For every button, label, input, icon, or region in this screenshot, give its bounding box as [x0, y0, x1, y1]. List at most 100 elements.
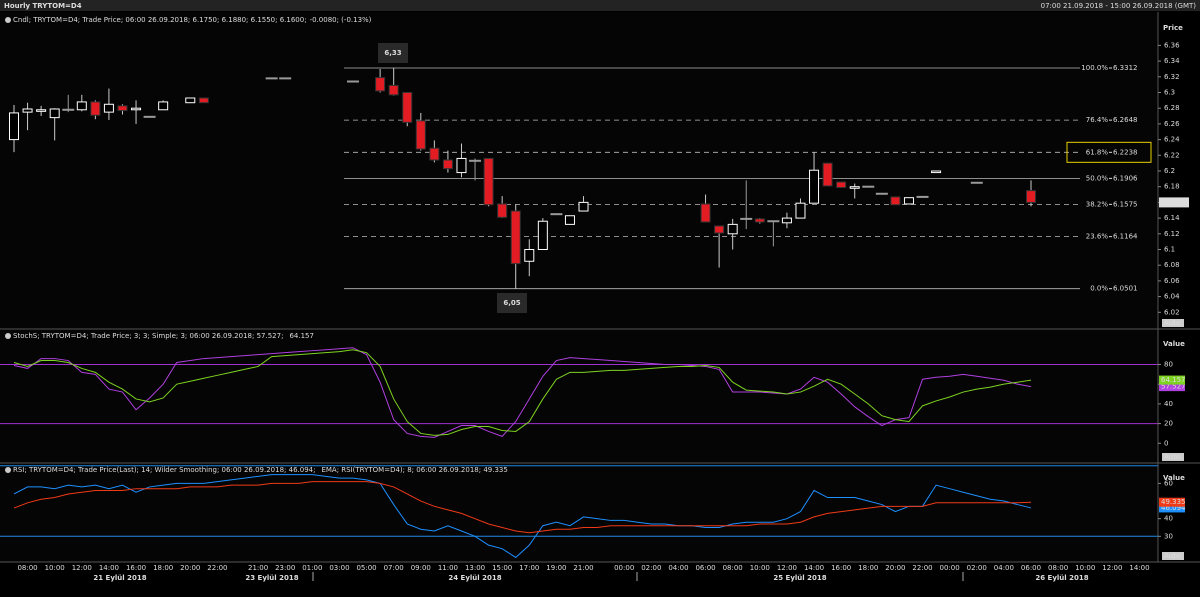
candle-body: [578, 201, 589, 212]
x-tick-label: 20:00: [885, 564, 905, 572]
auto-button[interactable]: [1162, 319, 1184, 327]
candle-body: [862, 185, 875, 188]
candle-body: [279, 77, 292, 80]
x-tick-label: 08:00: [17, 564, 37, 572]
candle-body: [415, 120, 426, 150]
y-tick-label: 6.3: [1164, 89, 1175, 97]
candle-body: [767, 220, 780, 223]
indicator-line: [13, 349, 1032, 436]
x-tick-label: 19:00: [546, 564, 566, 572]
candle-body: [469, 159, 482, 162]
plot-background: [0, 12, 1158, 562]
candle-body: [185, 97, 196, 104]
candle-body: [754, 218, 765, 223]
candle-body: [970, 181, 983, 184]
y-tick-label: 0: [1164, 439, 1168, 447]
fib-value: 6.0501: [1113, 285, 1138, 293]
x-tick-label: 21:00: [248, 564, 268, 572]
y-tick-label: 6.22: [1164, 151, 1180, 159]
axis-title: Value: [1163, 474, 1185, 482]
y-tick-label: 6.36: [1164, 41, 1180, 49]
y-tick-label: 6.08: [1164, 261, 1180, 269]
candle-body: [36, 109, 47, 112]
y-tick-label: 60: [1164, 479, 1173, 487]
axis-title: Price: [1163, 24, 1183, 32]
x-tick-label: 00:00: [940, 564, 960, 572]
auto-button-label[interactable]: Auto: [1164, 319, 1180, 327]
legend-icon: [5, 333, 11, 339]
candle-body: [931, 170, 942, 174]
value-tag: [1159, 375, 1185, 385]
x-tick-label: 05:00: [356, 564, 376, 572]
x-tick-label: 12:00: [777, 564, 797, 572]
candle-body: [402, 92, 413, 123]
window-title: Hourly TRYTOM=D4: [4, 2, 82, 10]
x-tick-label: 17:00: [519, 564, 539, 572]
auto-button-label[interactable]: Auto: [1164, 552, 1180, 560]
x-tick-label: 18:00: [153, 564, 173, 572]
candle-body: [537, 220, 548, 251]
axis-title: Value: [1163, 340, 1185, 348]
indicator-line: [13, 481, 1032, 534]
candle-body: [62, 108, 75, 111]
value-tag-label: 64.157: [1161, 376, 1186, 384]
candle-body: [836, 181, 847, 188]
auto-button-label[interactable]: Auto: [1164, 453, 1180, 461]
x-tick-label: 09:00: [411, 564, 431, 572]
candle-body: [809, 169, 820, 204]
candle-body: [1026, 190, 1036, 203]
y-tick-label: 6.04: [1164, 293, 1180, 301]
y-tick-label: 6.26: [1164, 120, 1180, 128]
indicator-line: [13, 347, 1032, 438]
candle-body: [740, 217, 753, 220]
candle-body: [700, 203, 711, 223]
x-tick-label: 16:00: [126, 564, 146, 572]
legend-icon: [5, 17, 11, 23]
x-tick-label: 14:00: [804, 564, 824, 572]
y-tick-label: 6.12: [1164, 230, 1180, 238]
x-tick-label: 04:00: [668, 564, 688, 572]
candle-body: [524, 249, 535, 262]
y-tick-label: 40: [1164, 515, 1173, 523]
value-tag-label: 46.094: [1161, 504, 1186, 512]
candle-body: [456, 157, 467, 174]
y-tick-label: 80: [1164, 360, 1173, 368]
x-tick-label: 12:00: [72, 564, 92, 572]
x-tick-label: 00:00: [614, 564, 634, 572]
date-range: 07:00 21.09.2018 - 15:00 26.09.2018 (GMT…: [1041, 2, 1197, 10]
x-tick-label: 06:00: [695, 564, 715, 572]
x-tick-label: 10:00: [45, 564, 65, 572]
x-tick-label: 11:00: [438, 564, 458, 572]
fib-value: 6.1164: [1113, 233, 1138, 241]
x-tick-label: 20:00: [180, 564, 200, 572]
annotation-box: [378, 43, 408, 63]
y-tick-label: 6.14: [1164, 214, 1180, 222]
candle-body: [781, 217, 792, 224]
fib-label: 0.0%: [1090, 285, 1108, 293]
value-tag-label: 49.335: [1161, 498, 1186, 506]
fib-label: 61.8%: [1086, 148, 1109, 156]
candle-body: [131, 107, 142, 111]
candle-body: [388, 84, 399, 96]
auto-button[interactable]: [1162, 552, 1184, 560]
value-tag: [1159, 497, 1185, 507]
candle-body: [890, 196, 901, 206]
candle-body: [375, 77, 386, 92]
legend-change: -0.0080; (-0.13%): [310, 16, 372, 24]
annotation: 6,05: [503, 299, 520, 307]
annotation: 6,33: [384, 49, 401, 57]
legend: RSI; TRYTOM=D4; Trade Price(Last); 14; W…: [13, 466, 315, 474]
y-tick-label: 40: [1164, 400, 1173, 408]
date-label: 26 Eylül 2018: [1035, 574, 1088, 582]
y-tick-label: 6.2: [1164, 167, 1175, 175]
y-tick-label: 20: [1164, 420, 1173, 428]
candle-body: [117, 105, 128, 112]
legend: Cndl; TRYTOM=D4; Trade Price; 06:00 26.0…: [13, 16, 307, 24]
x-tick-label: 04:00: [994, 564, 1014, 572]
auto-button[interactable]: [1162, 453, 1184, 461]
candle-body: [550, 213, 563, 216]
y-tick-label: 6.34: [1164, 57, 1180, 65]
x-tick-label: 08:00: [1048, 564, 1068, 572]
legend: 64.157: [289, 332, 314, 340]
